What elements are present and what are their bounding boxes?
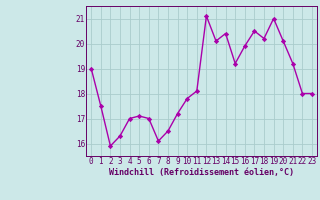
X-axis label: Windchill (Refroidissement éolien,°C): Windchill (Refroidissement éolien,°C) — [109, 168, 294, 177]
